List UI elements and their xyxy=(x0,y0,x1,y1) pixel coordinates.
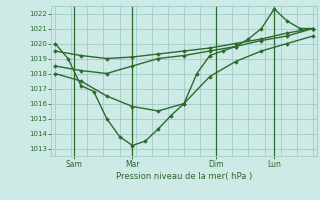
X-axis label: Pression niveau de la mer( hPa ): Pression niveau de la mer( hPa ) xyxy=(116,172,252,181)
